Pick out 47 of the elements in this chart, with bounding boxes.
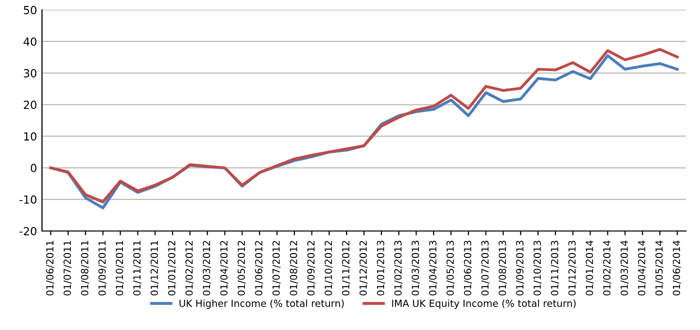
x-tick-label: 01/10/2012 bbox=[324, 241, 333, 296]
x-tick-label: 01/07/2013 bbox=[481, 240, 490, 296]
x-tick-label: 01/03/2013 bbox=[412, 240, 420, 296]
x-tick-label: 01/06/2012 bbox=[255, 241, 264, 296]
y-tick-label: 50 bbox=[24, 6, 36, 14]
x-tick-label: 01/01/2013 bbox=[376, 240, 385, 296]
y-tick-label: 20 bbox=[24, 100, 36, 110]
x-tick-label: 01/06/2011 bbox=[46, 240, 54, 296]
x-tick-label: 01/03/2014 bbox=[620, 240, 629, 296]
x-tick-label: 01/06/2013 bbox=[464, 240, 472, 296]
y-tick-label: -10 bbox=[20, 195, 36, 204]
x-tick-label: 01/09/2012 bbox=[307, 241, 316, 296]
x-tick-label: 01/08/2011 bbox=[80, 240, 90, 296]
x-tick-label: 01/04/2013 bbox=[429, 240, 438, 296]
x-tick-label: 01/04/2012 bbox=[220, 241, 228, 296]
x-tick-label: 01/02/2012 bbox=[185, 241, 194, 296]
y-tick-label: -20 bbox=[20, 226, 36, 236]
x-tick-label: 01/07/2011 bbox=[64, 240, 72, 296]
x-tick-label: 01/09/2013 bbox=[516, 240, 524, 296]
x-tick-label: 01/09/2011 bbox=[98, 240, 107, 296]
x-tick-label: 01/02/2013 bbox=[394, 240, 402, 296]
x-tick-label: 01/10/2013 bbox=[534, 240, 542, 296]
x-tick-label: 01/01/2014 bbox=[586, 240, 594, 296]
x-tick-label: 01/05/2014 bbox=[655, 240, 664, 296]
x-tick-label: 01/12/2012 bbox=[359, 241, 368, 296]
x-tick-label: 01/05/2012 bbox=[238, 241, 246, 296]
x-tick-label: 01/08/2013 bbox=[498, 240, 507, 296]
legend-label: IMA UK Equity Income (% total return) bbox=[392, 299, 576, 309]
x-tick-label: 01/07/2012 bbox=[272, 241, 281, 296]
x-tick-label: 01/03/2012 bbox=[202, 241, 211, 296]
y-tick-label: 10 bbox=[24, 132, 36, 141]
x-tick-label: 01/06/2014 bbox=[672, 240, 681, 296]
x-tick-label: 01/05/2013 bbox=[446, 240, 455, 296]
x-tick-label: 01/04/2014 bbox=[638, 240, 646, 296]
y-tick-label: 0 bbox=[30, 164, 36, 172]
x-tick-label: 01/02/2014 bbox=[603, 240, 612, 296]
y-tick-label: 40 bbox=[24, 37, 36, 46]
x-tick-label: 01/11/2011 bbox=[133, 240, 142, 296]
x-tick-label: 01/08/2012 bbox=[290, 241, 298, 296]
x-tick-label: 01/01/2012 bbox=[168, 241, 176, 296]
x-tick-label: 01/12/2011 bbox=[150, 240, 159, 296]
x-tick-label: 01/11/2012 bbox=[342, 241, 350, 296]
x-tick-label: 01/10/2011 bbox=[116, 240, 124, 296]
x-tick-label: 01/11/2013 bbox=[550, 240, 560, 296]
legend-label: UK Higher Income (% total return) bbox=[180, 299, 344, 309]
x-tick-label: 01/12/2013 bbox=[568, 240, 576, 296]
y-tick-label: 30 bbox=[24, 69, 36, 78]
